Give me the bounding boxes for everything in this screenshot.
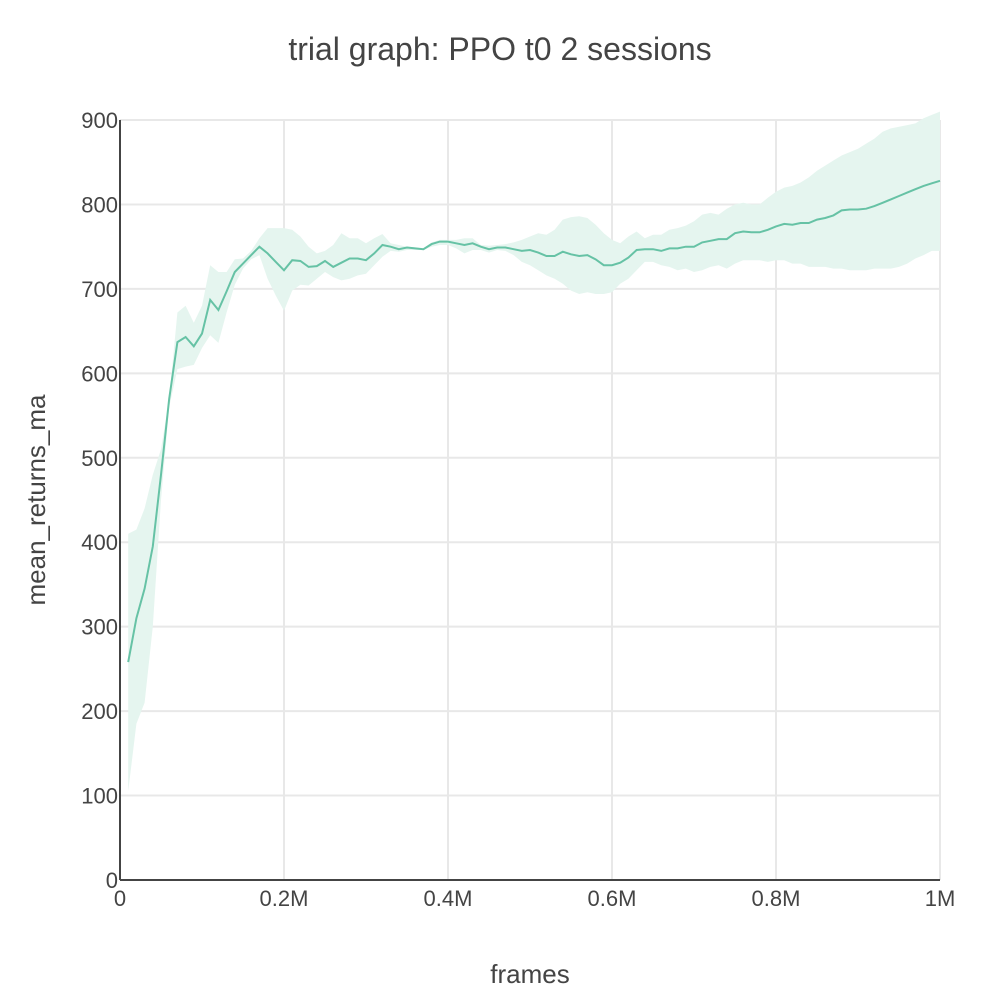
- y-tick-label: 800: [81, 192, 118, 217]
- y-tick-label: 300: [81, 615, 118, 640]
- x-ticks: 0 0.2M 0.4M 0.6M 0.8M 1M: [114, 886, 955, 911]
- series-line: [127, 179, 941, 663]
- x-tick-label: 0.8M: [752, 886, 801, 911]
- x-tick-label: 1M: [925, 886, 956, 911]
- x-tick-label: 0.4M: [424, 886, 473, 911]
- y-tick-label: 600: [81, 361, 118, 386]
- y-tick-label: 900: [81, 108, 118, 133]
- y-tick-label: 0: [106, 868, 118, 893]
- y-axis-label: mean_returns_ma: [21, 394, 51, 606]
- x-tick-label: 0: [114, 886, 126, 911]
- x-tick-label: 0.6M: [588, 886, 637, 911]
- confidence-band: [128, 111, 940, 792]
- y-tick-label: 400: [81, 530, 118, 555]
- x-tick-label: 0.2M: [260, 886, 309, 911]
- y-tick-label: 200: [81, 699, 118, 724]
- y-tick-label: 500: [81, 446, 118, 471]
- y-tick-label: 100: [81, 784, 118, 809]
- y-ticks: 0 100 200 300 400 500 600 700 800 900: [81, 108, 118, 893]
- x-axis-label: frames: [490, 959, 569, 989]
- y-tick-label: 700: [81, 277, 118, 302]
- chart-title: trial graph: PPO t0 2 sessions: [288, 31, 711, 67]
